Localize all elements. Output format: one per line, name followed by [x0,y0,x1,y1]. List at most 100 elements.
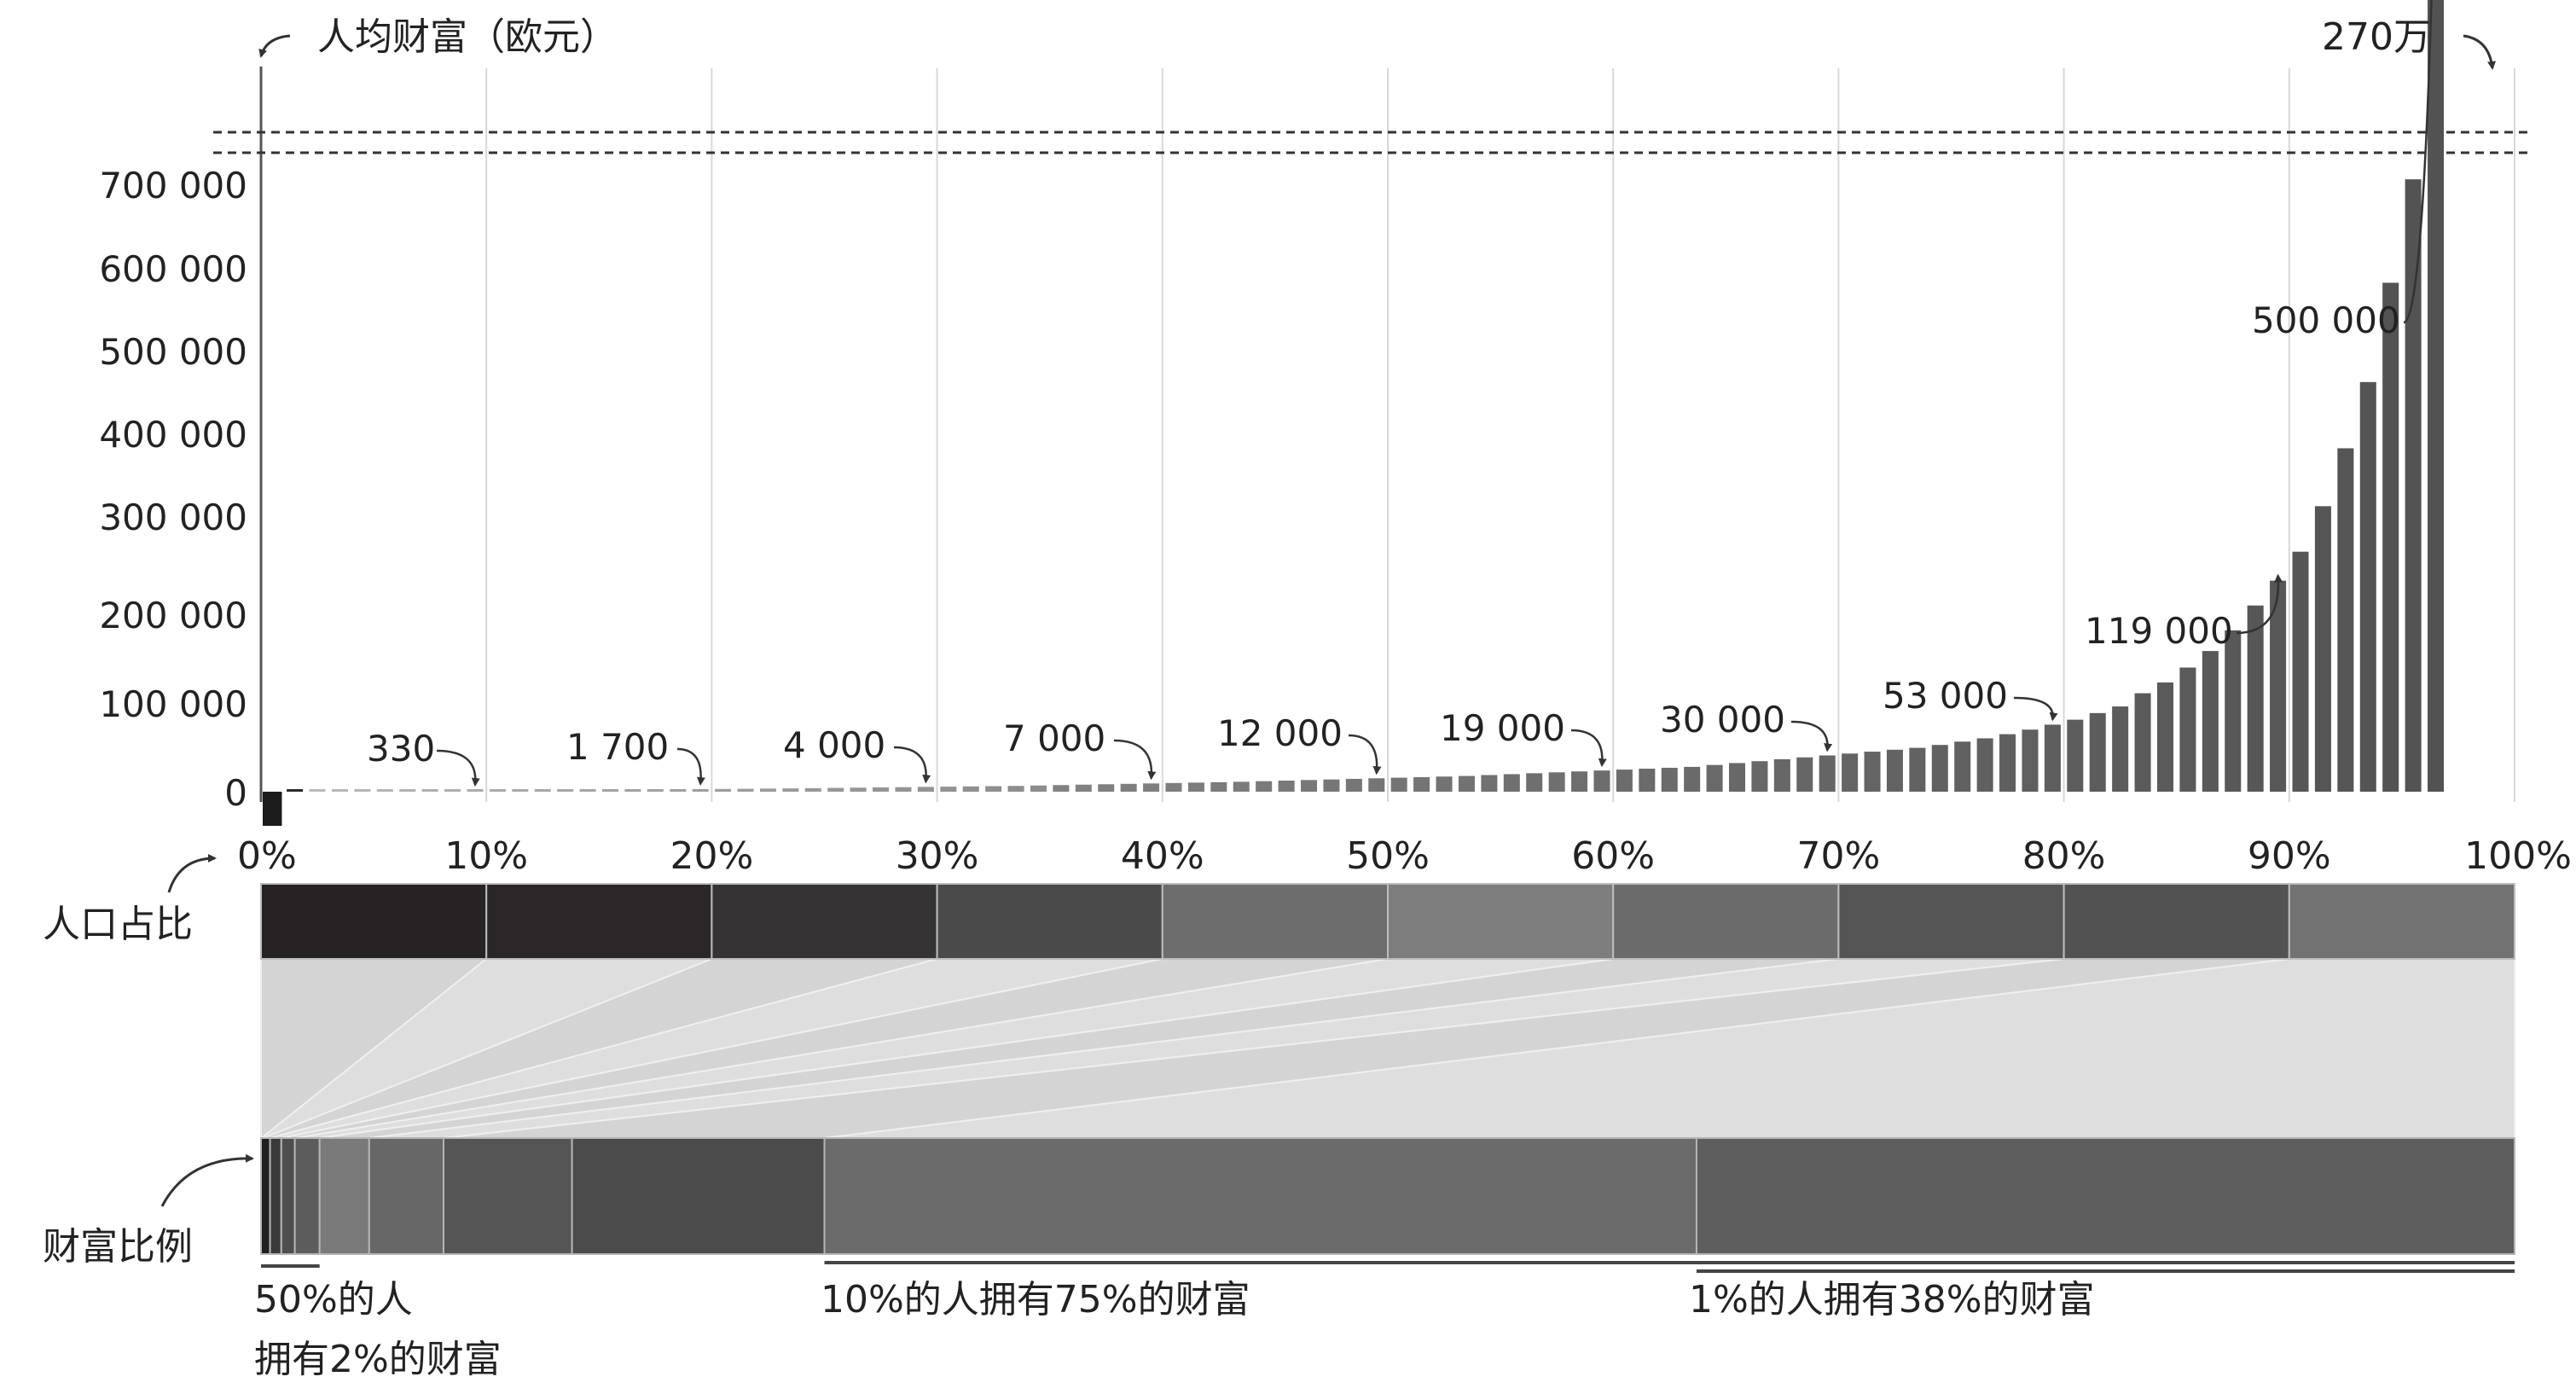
x-tick-label: 10% [444,834,528,878]
x-tick-label: 90% [2248,834,2331,878]
population-segment [260,883,488,960]
x-tick-label: 80% [2022,834,2106,878]
bar [1864,752,1881,792]
bar [1481,775,1498,792]
value-label-arrow-icon [1790,720,1833,752]
bar [850,787,867,792]
bar [489,789,506,792]
bar [331,789,348,792]
value-label-arrow-icon [1570,729,1607,768]
wealth-segment [318,1137,370,1255]
bar [827,787,844,792]
value-labels: 330 1 700 4 000 7 000 12 000 19 000 30 000 53 0… [367,0,2433,787]
bar [2202,651,2219,792]
bar [1526,773,1543,792]
wealth-segment [260,1137,271,1255]
bar [601,789,619,792]
bar [1954,741,1971,792]
y-tick-label: 200 000 [99,595,247,636]
bar [2067,719,2084,792]
x-tick-label: 70% [1797,834,1881,878]
population-strip-label: 人口占比 [43,903,193,946]
bar [737,788,754,792]
value-label: 330 [367,728,435,770]
strips [260,883,2516,1255]
y-tick-label: 500 000 [99,331,247,373]
x-tick-label: 20% [670,834,754,878]
bar [962,786,979,792]
population-segment [2063,883,2290,960]
value-label: 500 000 [2252,299,2400,341]
y-tick-label: 0 [224,772,247,814]
bar [2337,448,2354,792]
bar [759,788,776,792]
wealth-segment [280,1137,296,1255]
bar [557,789,574,792]
bar [1323,779,1340,792]
bar [1368,778,1385,792]
bar [1773,758,1790,792]
wealth-segment [293,1137,321,1255]
value-label: 4 000 [783,724,885,766]
bar [2112,706,2129,792]
x-tick-label: 100% [2464,834,2572,878]
bar [1728,763,1746,792]
bar [309,789,326,792]
bar [444,789,461,792]
bar [624,789,641,792]
bar [1098,784,1115,792]
bar [1909,747,1926,792]
bar [421,789,438,792]
population-segment [1612,883,1840,960]
bar [1007,786,1024,792]
bar [1053,785,1070,792]
population-segment [2288,883,2516,960]
value-label-arrow-icon [1348,734,1382,775]
bar [1503,774,1520,792]
bar [1233,781,1250,792]
value-label: 119 000 [2085,610,2233,652]
top-value-arrow-icon [2463,34,2497,70]
bar [782,788,799,792]
bar [2247,605,2264,792]
axes [213,67,2529,802]
value-label: 53 000 [1883,675,2008,717]
bar [2314,506,2331,792]
bar [2428,0,2445,792]
wealth-segment [443,1137,573,1255]
wealth-bracket-caption: 拥有2%的财富 [254,1338,502,1381]
wealth-arrow-icon [160,1153,254,1207]
bar [354,789,371,792]
bar [895,787,912,792]
bar [399,789,416,792]
bar [1639,769,1656,792]
y-tick-label: 400 000 [99,414,247,456]
gridlines [485,68,2515,802]
bar [715,788,732,792]
wealth-segment [269,1137,282,1255]
bar [1345,778,1362,792]
bar [1616,770,1633,792]
population-wealth-flow [258,958,2515,1139]
x-tick-label: 60% [1571,834,1655,878]
bar [1796,757,1813,792]
population-segment [936,883,1163,960]
y-tick-label: 100 000 [99,683,247,725]
bars [263,0,2445,826]
population-segment [1837,883,2065,960]
bar [1751,761,1768,792]
y-tick-label: 700 000 [99,165,247,206]
value-label-arrow-icon [1113,739,1157,781]
bar [2156,682,2174,792]
bar [2359,381,2376,792]
chart-title: 人均财富（欧元） [317,15,618,59]
population-segment [485,883,713,960]
wealth-bracket-caption: 10%的人拥有75%的财富 [821,1278,1250,1321]
bar [1436,776,1453,792]
bar [1661,767,1678,792]
bar [467,789,484,792]
bar [1143,783,1160,792]
population-arrow-icon [167,854,217,893]
bar [2405,179,2422,792]
bar [1256,781,1273,792]
